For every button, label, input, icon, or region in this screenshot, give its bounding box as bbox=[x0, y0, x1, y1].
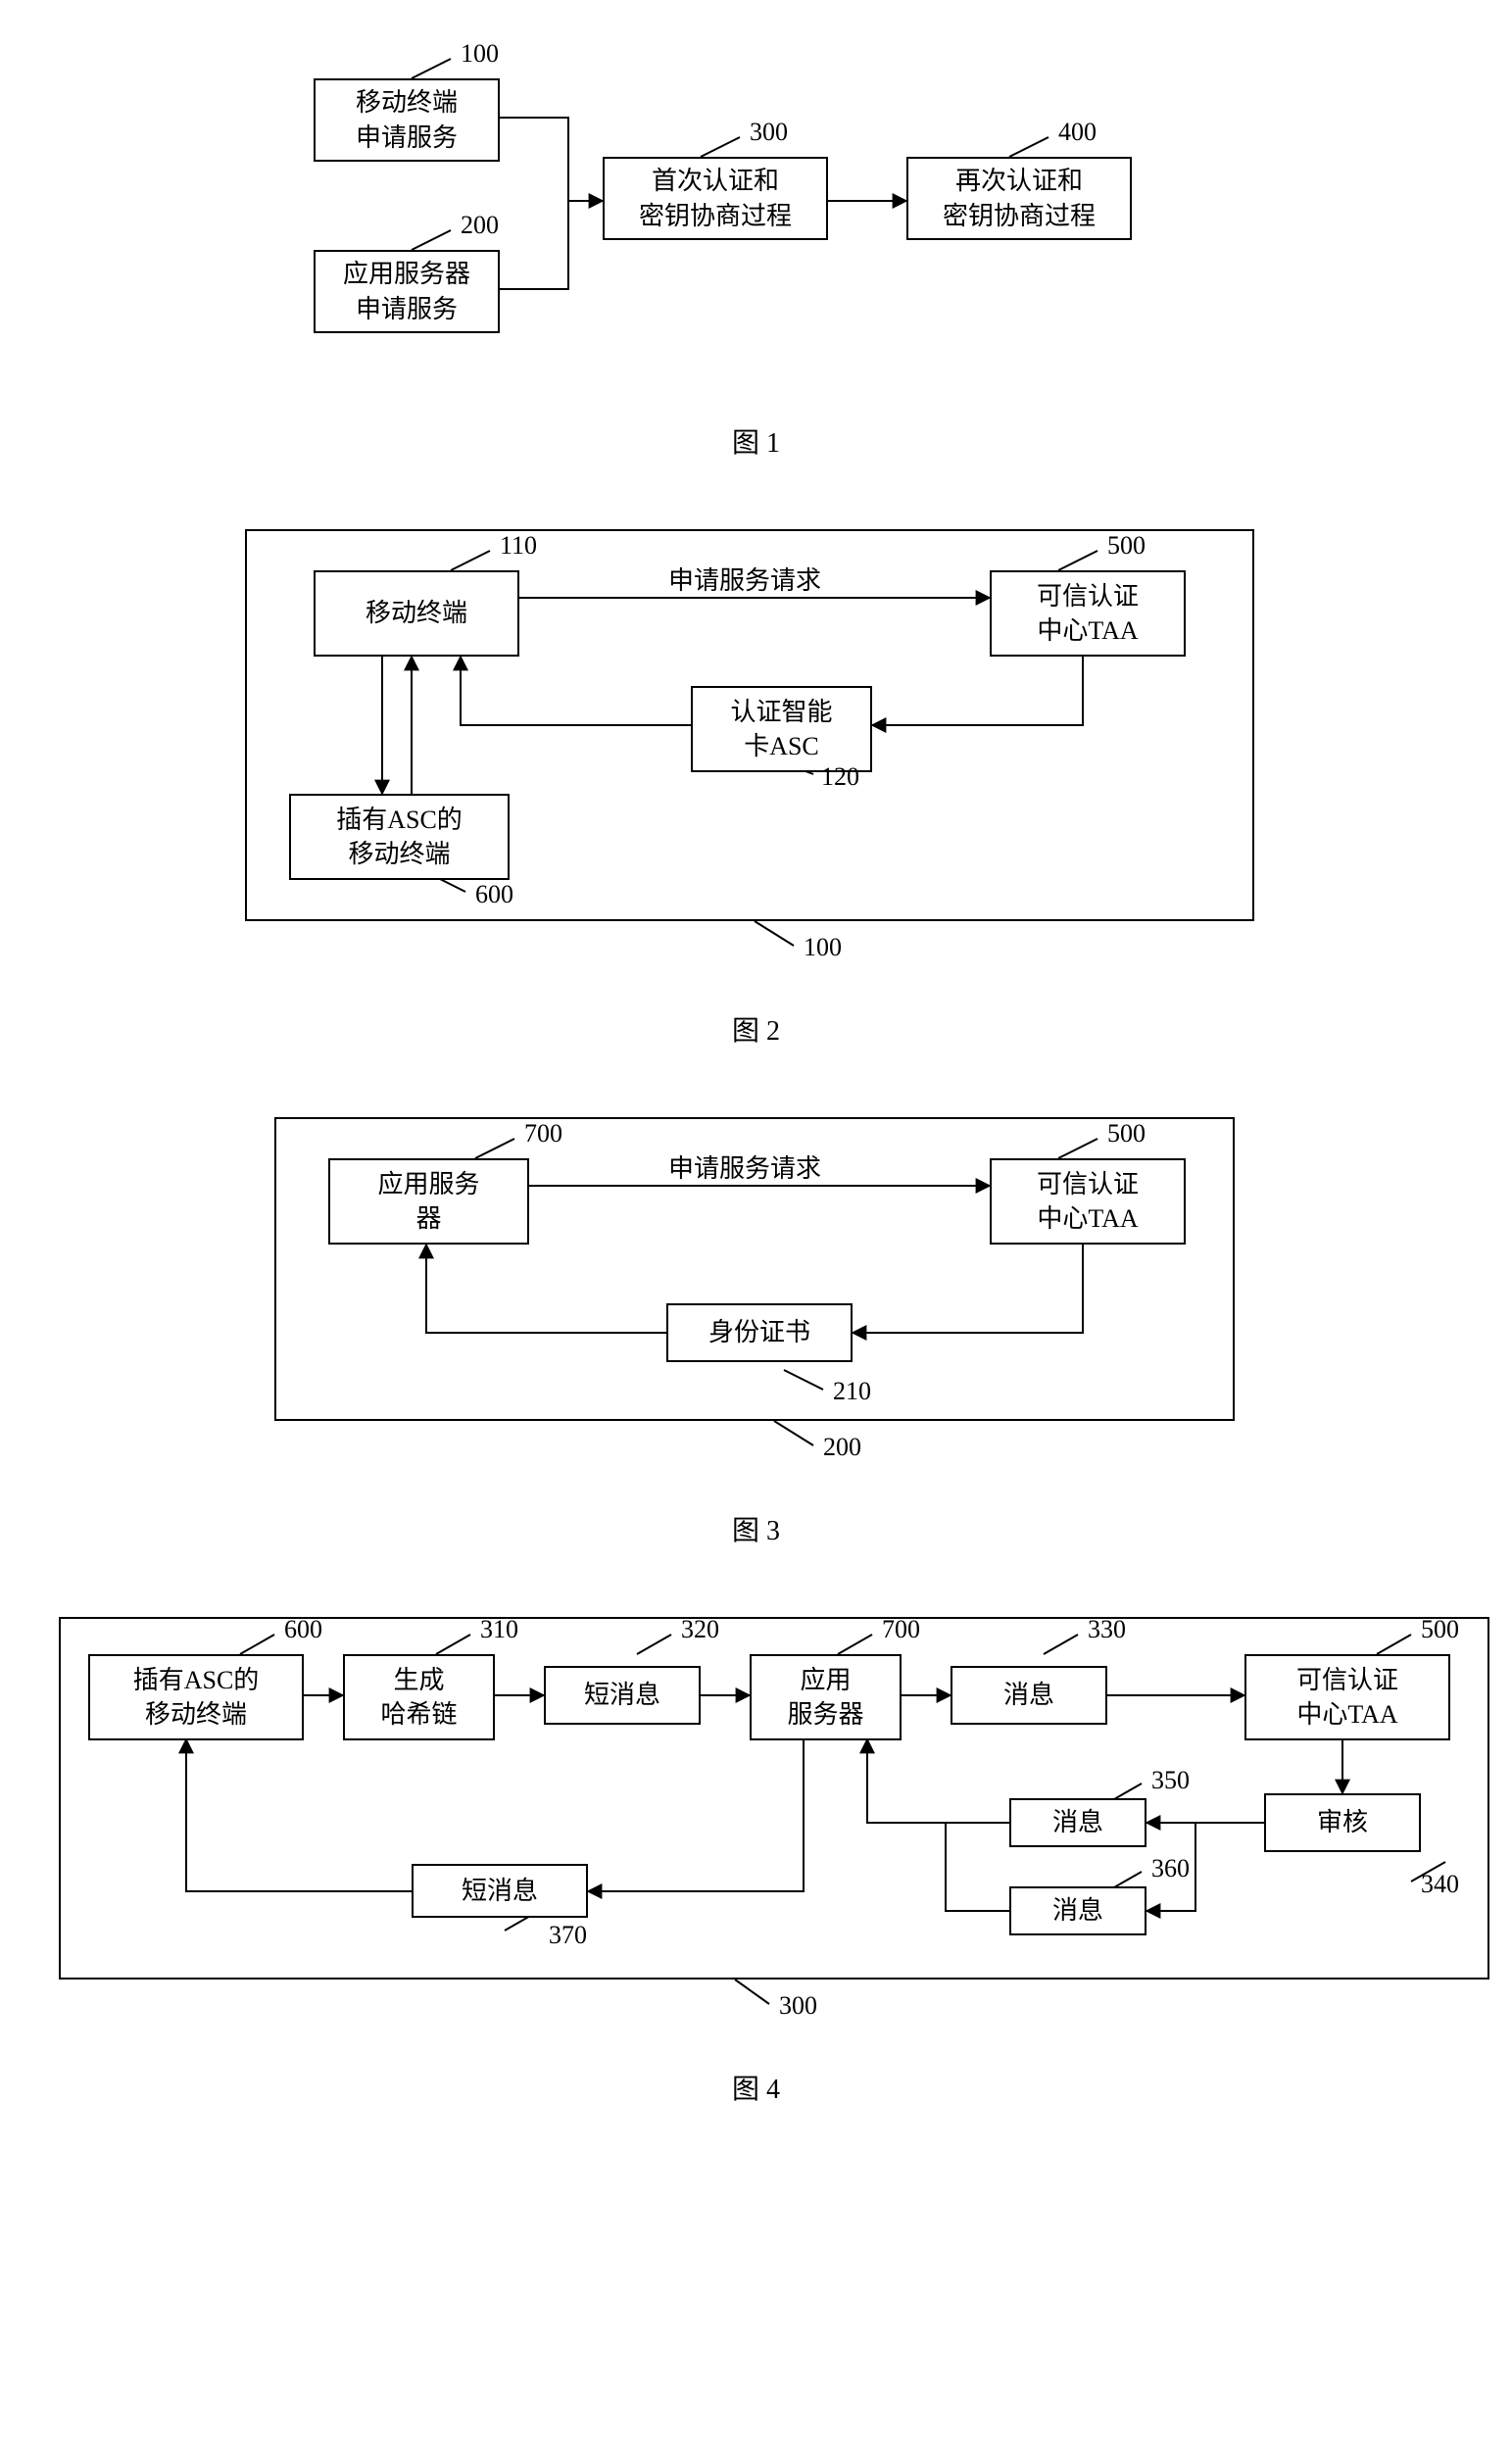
node-label: 可信认证中心TAA bbox=[1296, 1663, 1398, 1732]
node-label: 短消息 bbox=[462, 1874, 538, 1908]
fig3-label: 图 3 bbox=[20, 1509, 1492, 1548]
node-label: 应用服务器申请服务 bbox=[343, 257, 470, 325]
fig2-label: 图 2 bbox=[20, 1009, 1492, 1049]
fig1-num-300: 300 bbox=[750, 118, 788, 147]
fig1-node-300: 首次认证和密钥协商过程 bbox=[603, 157, 828, 240]
fig4-node-500: 可信认证中心TAA bbox=[1244, 1654, 1450, 1740]
fig1-node-200: 应用服务器申请服务 bbox=[314, 250, 500, 333]
fig2-edge-label: 申请服务请求 bbox=[608, 561, 882, 597]
fig4-node-360: 消息 bbox=[1009, 1886, 1146, 1935]
fig3-num-210: 210 bbox=[833, 1377, 871, 1406]
fig1-label: 图 1 bbox=[20, 421, 1492, 461]
fig3-num-700: 700 bbox=[524, 1119, 562, 1149]
fig4-node-310: 生成哈希链 bbox=[343, 1654, 495, 1740]
node-label: 可信认证中心TAA bbox=[1037, 1167, 1139, 1236]
fig4-num-320: 320 bbox=[681, 1615, 719, 1644]
fig4-label: 图 4 bbox=[20, 2068, 1492, 2107]
fig4-num-340: 340 bbox=[1421, 1870, 1459, 1899]
fig3-container-id: 200 bbox=[823, 1433, 861, 1462]
fig4-node-350: 消息 bbox=[1009, 1798, 1146, 1847]
fig2-num-500: 500 bbox=[1107, 531, 1146, 561]
fig4-num-700: 700 bbox=[882, 1615, 920, 1644]
node-label: 生成哈希链 bbox=[380, 1663, 457, 1732]
node-label: 首次认证和密钥协商过程 bbox=[639, 164, 792, 232]
fig4-container-id: 300 bbox=[779, 1991, 817, 2021]
node-label: 可信认证中心TAA bbox=[1037, 579, 1139, 648]
fig1-num-400: 400 bbox=[1058, 118, 1097, 147]
node-label: 移动终端申请服务 bbox=[356, 85, 458, 154]
node-label: 移动终端 bbox=[366, 596, 467, 630]
fig4-num-350: 350 bbox=[1151, 1766, 1190, 1795]
fig4-node-370: 短消息 bbox=[412, 1864, 588, 1918]
fig3-node-210: 身份证书 bbox=[666, 1303, 853, 1362]
node-label: 再次认证和密钥协商过程 bbox=[943, 164, 1096, 232]
fig3-num-500: 500 bbox=[1107, 1119, 1146, 1149]
fig4-node-320: 短消息 bbox=[544, 1666, 701, 1725]
node-label: 消息 bbox=[1052, 1805, 1103, 1839]
fig1-arrows bbox=[20, 39, 1512, 451]
fig4-node-330: 消息 bbox=[951, 1666, 1107, 1725]
fig4-num-360: 360 bbox=[1151, 1854, 1190, 1883]
fig4-num-370: 370 bbox=[549, 1921, 587, 1950]
node-label: 插有ASC的移动终端 bbox=[133, 1663, 260, 1732]
node-label: 插有ASC的移动终端 bbox=[336, 803, 463, 871]
fig2-num-110: 110 bbox=[500, 531, 537, 561]
fig4-num-600: 600 bbox=[284, 1615, 322, 1644]
node-label: 审核 bbox=[1317, 1805, 1368, 1839]
fig3-node-700: 应用服务器 bbox=[328, 1158, 529, 1245]
node-label: 消息 bbox=[1052, 1893, 1103, 1928]
fig4-num-500: 500 bbox=[1421, 1615, 1459, 1644]
fig1-num-200: 200 bbox=[461, 211, 499, 240]
fig2-node-120: 认证智能卡ASC bbox=[691, 686, 872, 772]
figure-3: 应用服务器 700 可信认证中心TAA 500 申请服务请求 身份证书 210 … bbox=[20, 1098, 1492, 1539]
fig2-node-600: 插有ASC的移动终端 bbox=[289, 794, 510, 880]
fig4-node-600: 插有ASC的移动终端 bbox=[88, 1654, 304, 1740]
fig3-node-500: 可信认证中心TAA bbox=[990, 1158, 1186, 1245]
node-label: 认证智能卡ASC bbox=[730, 695, 832, 763]
fig2-container-id: 100 bbox=[804, 933, 842, 962]
fig2-num-120: 120 bbox=[821, 762, 859, 792]
fig4-node-340: 审核 bbox=[1264, 1793, 1421, 1852]
node-label: 应用服务器 bbox=[787, 1663, 863, 1732]
figure-2: 移动终端 110 可信认证中心TAA 500 申请服务请求 认证智能卡ASC 1… bbox=[20, 510, 1492, 1039]
fig4-num-310: 310 bbox=[480, 1615, 518, 1644]
node-label: 应用服务器 bbox=[377, 1167, 479, 1236]
fig2-node-500: 可信认证中心TAA bbox=[990, 570, 1186, 657]
node-label: 身份证书 bbox=[708, 1315, 810, 1349]
fig2-num-600: 600 bbox=[475, 880, 513, 909]
fig4-node-700: 应用服务器 bbox=[750, 1654, 902, 1740]
fig1-node-100: 移动终端申请服务 bbox=[314, 78, 500, 162]
node-label: 短消息 bbox=[584, 1678, 660, 1712]
fig1-node-400: 再次认证和密钥协商过程 bbox=[906, 157, 1132, 240]
fig4-num-330: 330 bbox=[1088, 1615, 1126, 1644]
node-label: 消息 bbox=[1003, 1678, 1054, 1712]
figure-1: 移动终端申请服务 100 应用服务器申请服务 200 首次认证和密钥协商过程 3… bbox=[20, 39, 1492, 451]
fig3-edge-label: 申请服务请求 bbox=[608, 1149, 882, 1185]
fig1-num-100: 100 bbox=[461, 39, 499, 69]
figure-4: 插有ASC的移动终端 600 生成哈希链 310 短消息 320 应用服务器 7… bbox=[20, 1597, 1492, 2097]
fig2-node-110: 移动终端 bbox=[314, 570, 519, 657]
